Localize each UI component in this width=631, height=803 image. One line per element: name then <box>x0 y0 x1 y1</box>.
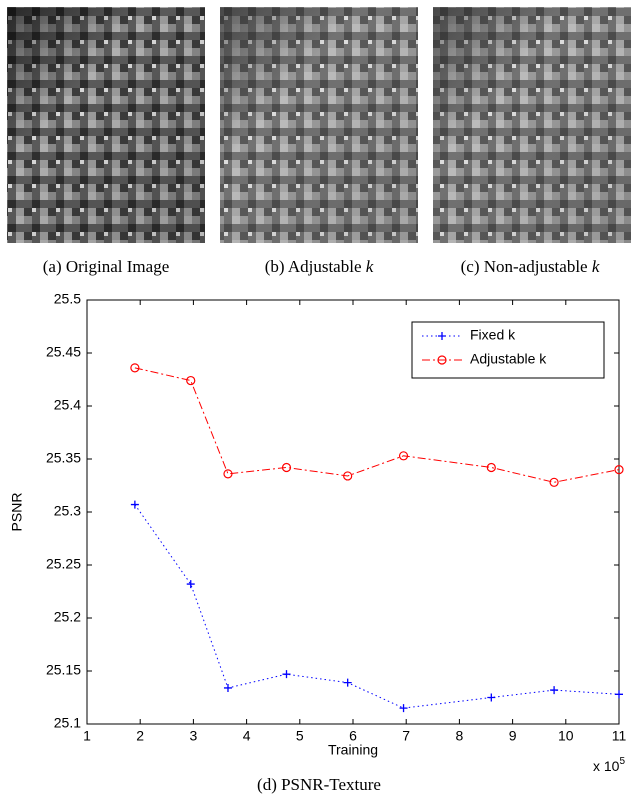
y-tick-label: 25.15 <box>46 662 81 678</box>
point-marker <box>487 693 496 702</box>
x-tick-label: 5 <box>296 728 304 744</box>
caption-b: (b) Adjustable k <box>265 257 374 276</box>
series-line <box>134 367 620 483</box>
x-tick-label: 2 <box>136 728 144 744</box>
caption-a: (a) Original Image <box>43 257 170 276</box>
point-marker <box>186 580 195 589</box>
y-tick-label: 25.25 <box>46 556 81 572</box>
point-marker <box>550 686 559 695</box>
legend-label: Adjustable k <box>470 351 547 367</box>
point-marker <box>186 375 196 386</box>
point-marker <box>223 683 232 692</box>
y-tick-label: 25.35 <box>46 450 81 466</box>
point-marker <box>223 469 233 479</box>
legend-box <box>411 321 605 379</box>
x-tick-label: 3 <box>190 728 198 744</box>
point-marker <box>615 690 623 699</box>
x-multiplier: x 105 <box>593 756 625 774</box>
y-tick-label: 25.45 <box>46 344 81 360</box>
x-tick-label: 6 <box>349 728 357 744</box>
caption-d: (d) PSNR-Texture <box>257 775 381 794</box>
point-marker <box>343 471 353 481</box>
y-axis-label: PSNR <box>9 493 25 532</box>
caption-c: (c) Non-adjustable k <box>461 257 600 276</box>
legend: Fixed k Adjustable k <box>411 321 605 379</box>
y-tick-label: 25.5 <box>54 291 81 307</box>
x-tick-label: 7 <box>402 728 410 744</box>
x-axis-label: Training <box>328 742 378 758</box>
x-tick-label: 1 <box>83 728 91 744</box>
point-marker <box>130 500 139 509</box>
point-marker <box>282 670 291 679</box>
point-marker <box>614 465 624 475</box>
x-tick-label: 9 <box>509 728 517 744</box>
x-tick-label: 10 <box>558 728 574 744</box>
point-marker <box>130 363 140 373</box>
legend-label: Fixed k <box>470 327 516 343</box>
point-marker <box>437 355 447 365</box>
point-marker <box>398 451 409 461</box>
y-tick-label: 25.4 <box>54 397 81 413</box>
x-tick-label: 11 <box>612 728 627 744</box>
image-b <box>220 7 418 243</box>
image-a <box>7 7 205 243</box>
image-c <box>433 7 631 243</box>
y-tick-label: 25.1 <box>54 715 81 731</box>
point-marker <box>549 477 559 487</box>
y-tick-label: 25.3 <box>54 503 81 519</box>
x-tick-label: 4 <box>243 728 251 744</box>
y-tick-label: 25.2 <box>54 609 81 625</box>
point-marker <box>399 704 408 713</box>
point-marker <box>281 462 292 473</box>
point-marker <box>486 462 496 473</box>
point-marker <box>438 332 446 340</box>
point-marker <box>343 678 352 687</box>
x-tick-label: 8 <box>456 728 464 744</box>
